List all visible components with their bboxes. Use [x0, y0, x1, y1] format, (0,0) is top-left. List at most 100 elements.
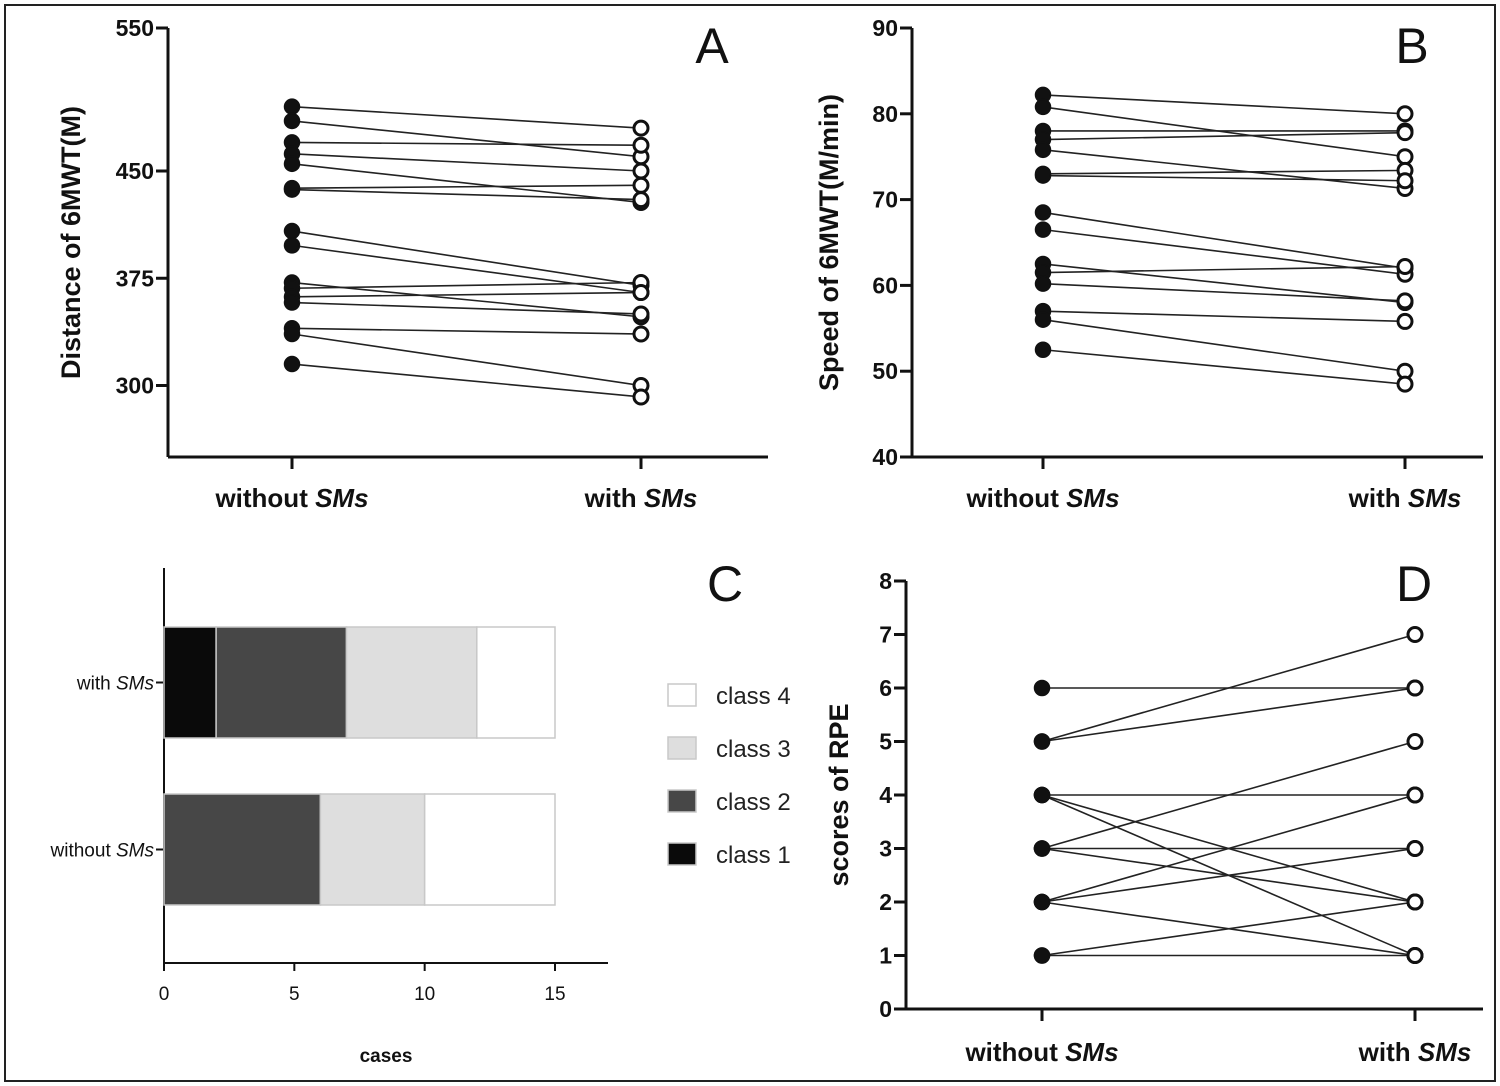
panel-c-legend-swatch	[667, 683, 697, 707]
panel-a-pair-line	[291, 188, 642, 201]
panel-d-y-tick-label: 2	[879, 889, 892, 915]
panel-a-point-with	[632, 176, 650, 194]
figure-border	[4, 4, 1496, 1082]
panel-a-pair-line	[291, 301, 642, 315]
panel-d-y-tick-label: 1	[879, 943, 892, 969]
panel-c-legend-label: class 2	[716, 789, 791, 816]
panel-d-x-tick-label: without SMs	[964, 1037, 1118, 1067]
panel-c-x-tick-label: 0	[159, 984, 170, 1005]
panel-d-y-tick-label: 0	[879, 996, 892, 1022]
panel-d-point-without	[1033, 840, 1051, 857]
panel-a-point-with	[632, 305, 650, 323]
panel-a-pair-line	[291, 327, 642, 335]
panel-b-pair-line	[1042, 282, 1406, 302]
panel-c-bar-segment	[423, 793, 556, 906]
panel-a-pair-line	[291, 120, 642, 158]
panel-a-pair-line	[291, 291, 642, 298]
panel-c-legend-label: class 1	[716, 842, 791, 869]
panel-b-pair-line	[1042, 348, 1406, 385]
panel-b-point-with	[1396, 258, 1414, 276]
panel-b-point-without	[1034, 167, 1052, 184]
panel-c-bar-segment	[476, 626, 556, 739]
panel-d-pair-line	[1041, 687, 1416, 743]
panel-d-point-with	[1406, 786, 1424, 804]
panel-d-panel-letter: D	[1396, 556, 1432, 612]
panel-c-x-axis-title: cases	[360, 1046, 413, 1067]
panel-d-pair-line	[1041, 901, 1416, 957]
panel-d-y-tick-label: 4	[879, 782, 892, 808]
panel-d-point-with	[1406, 626, 1424, 643]
panel-a-point-with	[632, 191, 650, 209]
panel-a-point-without	[283, 325, 301, 343]
panel-a-pair-line	[291, 281, 642, 290]
panel-d-pair-line	[1041, 740, 1416, 850]
panel-a-point-with	[632, 119, 650, 137]
panel-c-bar-segment	[319, 793, 426, 906]
panel-c-bar-segment	[163, 793, 322, 906]
panel-b-point-without	[1034, 204, 1052, 221]
panel-c-x-tick-label: 10	[414, 984, 435, 1005]
panel-b-pair-line	[1042, 94, 1406, 115]
panel-b-pair-line	[1042, 174, 1406, 182]
panel-a-point-with	[632, 284, 650, 302]
panel-d-point-with	[1406, 947, 1424, 964]
panel-c-legend-label: class 3	[716, 736, 791, 763]
panel-a-pair-line	[291, 244, 642, 294]
panel-c-y-tick-label: without SMs	[50, 841, 155, 862]
panel-a-x-tick-label: with SMs	[584, 483, 698, 513]
panel-a-pair-line	[291, 184, 642, 189]
panel-a-pair-line	[291, 281, 642, 318]
panel-b-point-without	[1034, 311, 1052, 328]
panel-b-point-with	[1396, 375, 1414, 393]
panel-a-y-tick-label: 450	[116, 158, 154, 184]
panel-b-pair-line	[1042, 211, 1406, 270]
panel-d-x-tick-label: with SMs	[1358, 1037, 1472, 1067]
panel-d-pair-line	[1041, 794, 1416, 903]
panel-a-point-with	[632, 162, 650, 180]
panel-d-point-with	[1406, 679, 1424, 697]
panel-a-x-tick-label: without SMs	[214, 483, 368, 513]
panel-d-point-without	[1033, 786, 1051, 804]
panel-d-point-with	[1406, 840, 1424, 857]
panel-b-pair-line	[1042, 169, 1406, 175]
panel-b-y-tick-label: 50	[872, 358, 898, 384]
panel-b-y-tick-label: 60	[872, 272, 898, 298]
panel-a-pair-line	[291, 333, 642, 387]
panel-a-y-tick-label: 550	[116, 15, 154, 41]
panel-b-panel-letter: B	[1395, 18, 1428, 74]
panel-d-y-tick-label: 6	[879, 675, 892, 701]
panel-c-panel-letter: C	[707, 556, 743, 612]
panel-b-pair-line	[1042, 131, 1406, 141]
panel-a-pair-line	[291, 363, 642, 398]
panel-b-x-tick-label: with SMs	[1348, 483, 1462, 513]
panel-b-pair-line	[1042, 310, 1406, 323]
panel-c-bar-segment	[215, 626, 348, 739]
panel-d-y-axis-title: scores of RPE	[824, 703, 854, 886]
panel-b-point-without	[1034, 141, 1052, 159]
panel-b-point-without	[1034, 98, 1052, 116]
panel-b-pair-line	[1042, 318, 1406, 372]
panel-c-legend-label: class 4	[716, 683, 791, 710]
panel-c-legend-swatch	[667, 736, 697, 760]
panel-b-pair-line	[1042, 149, 1406, 190]
panel-b-point-with	[1396, 124, 1414, 142]
panel-c-bar-segment	[163, 626, 217, 739]
panel-a-pair-line	[291, 105, 642, 129]
panel-d-y-tick-label: 5	[879, 729, 892, 755]
panel-b-point-with	[1396, 312, 1414, 330]
panel-a-point-without	[283, 181, 301, 198]
panel-a-point-with	[632, 388, 650, 406]
panel-a-point-without	[283, 112, 301, 130]
panel-d-y-tick-label: 3	[879, 836, 892, 862]
panel-a-pair-line	[291, 230, 642, 287]
panel-a-y-tick-label: 300	[116, 373, 154, 399]
panel-c-bar-segment	[345, 626, 478, 739]
panel-b-point-with	[1396, 105, 1414, 123]
panel-a-pair-line	[291, 141, 642, 147]
panel-d-point-with	[1406, 733, 1424, 750]
panel-a-pair-line	[291, 163, 642, 204]
panel-b-pair-line	[1042, 265, 1406, 274]
panel-b-y-axis-title: Speed of 6MWT(M/min)	[814, 94, 844, 391]
panel-d-pair-line	[1041, 847, 1416, 903]
